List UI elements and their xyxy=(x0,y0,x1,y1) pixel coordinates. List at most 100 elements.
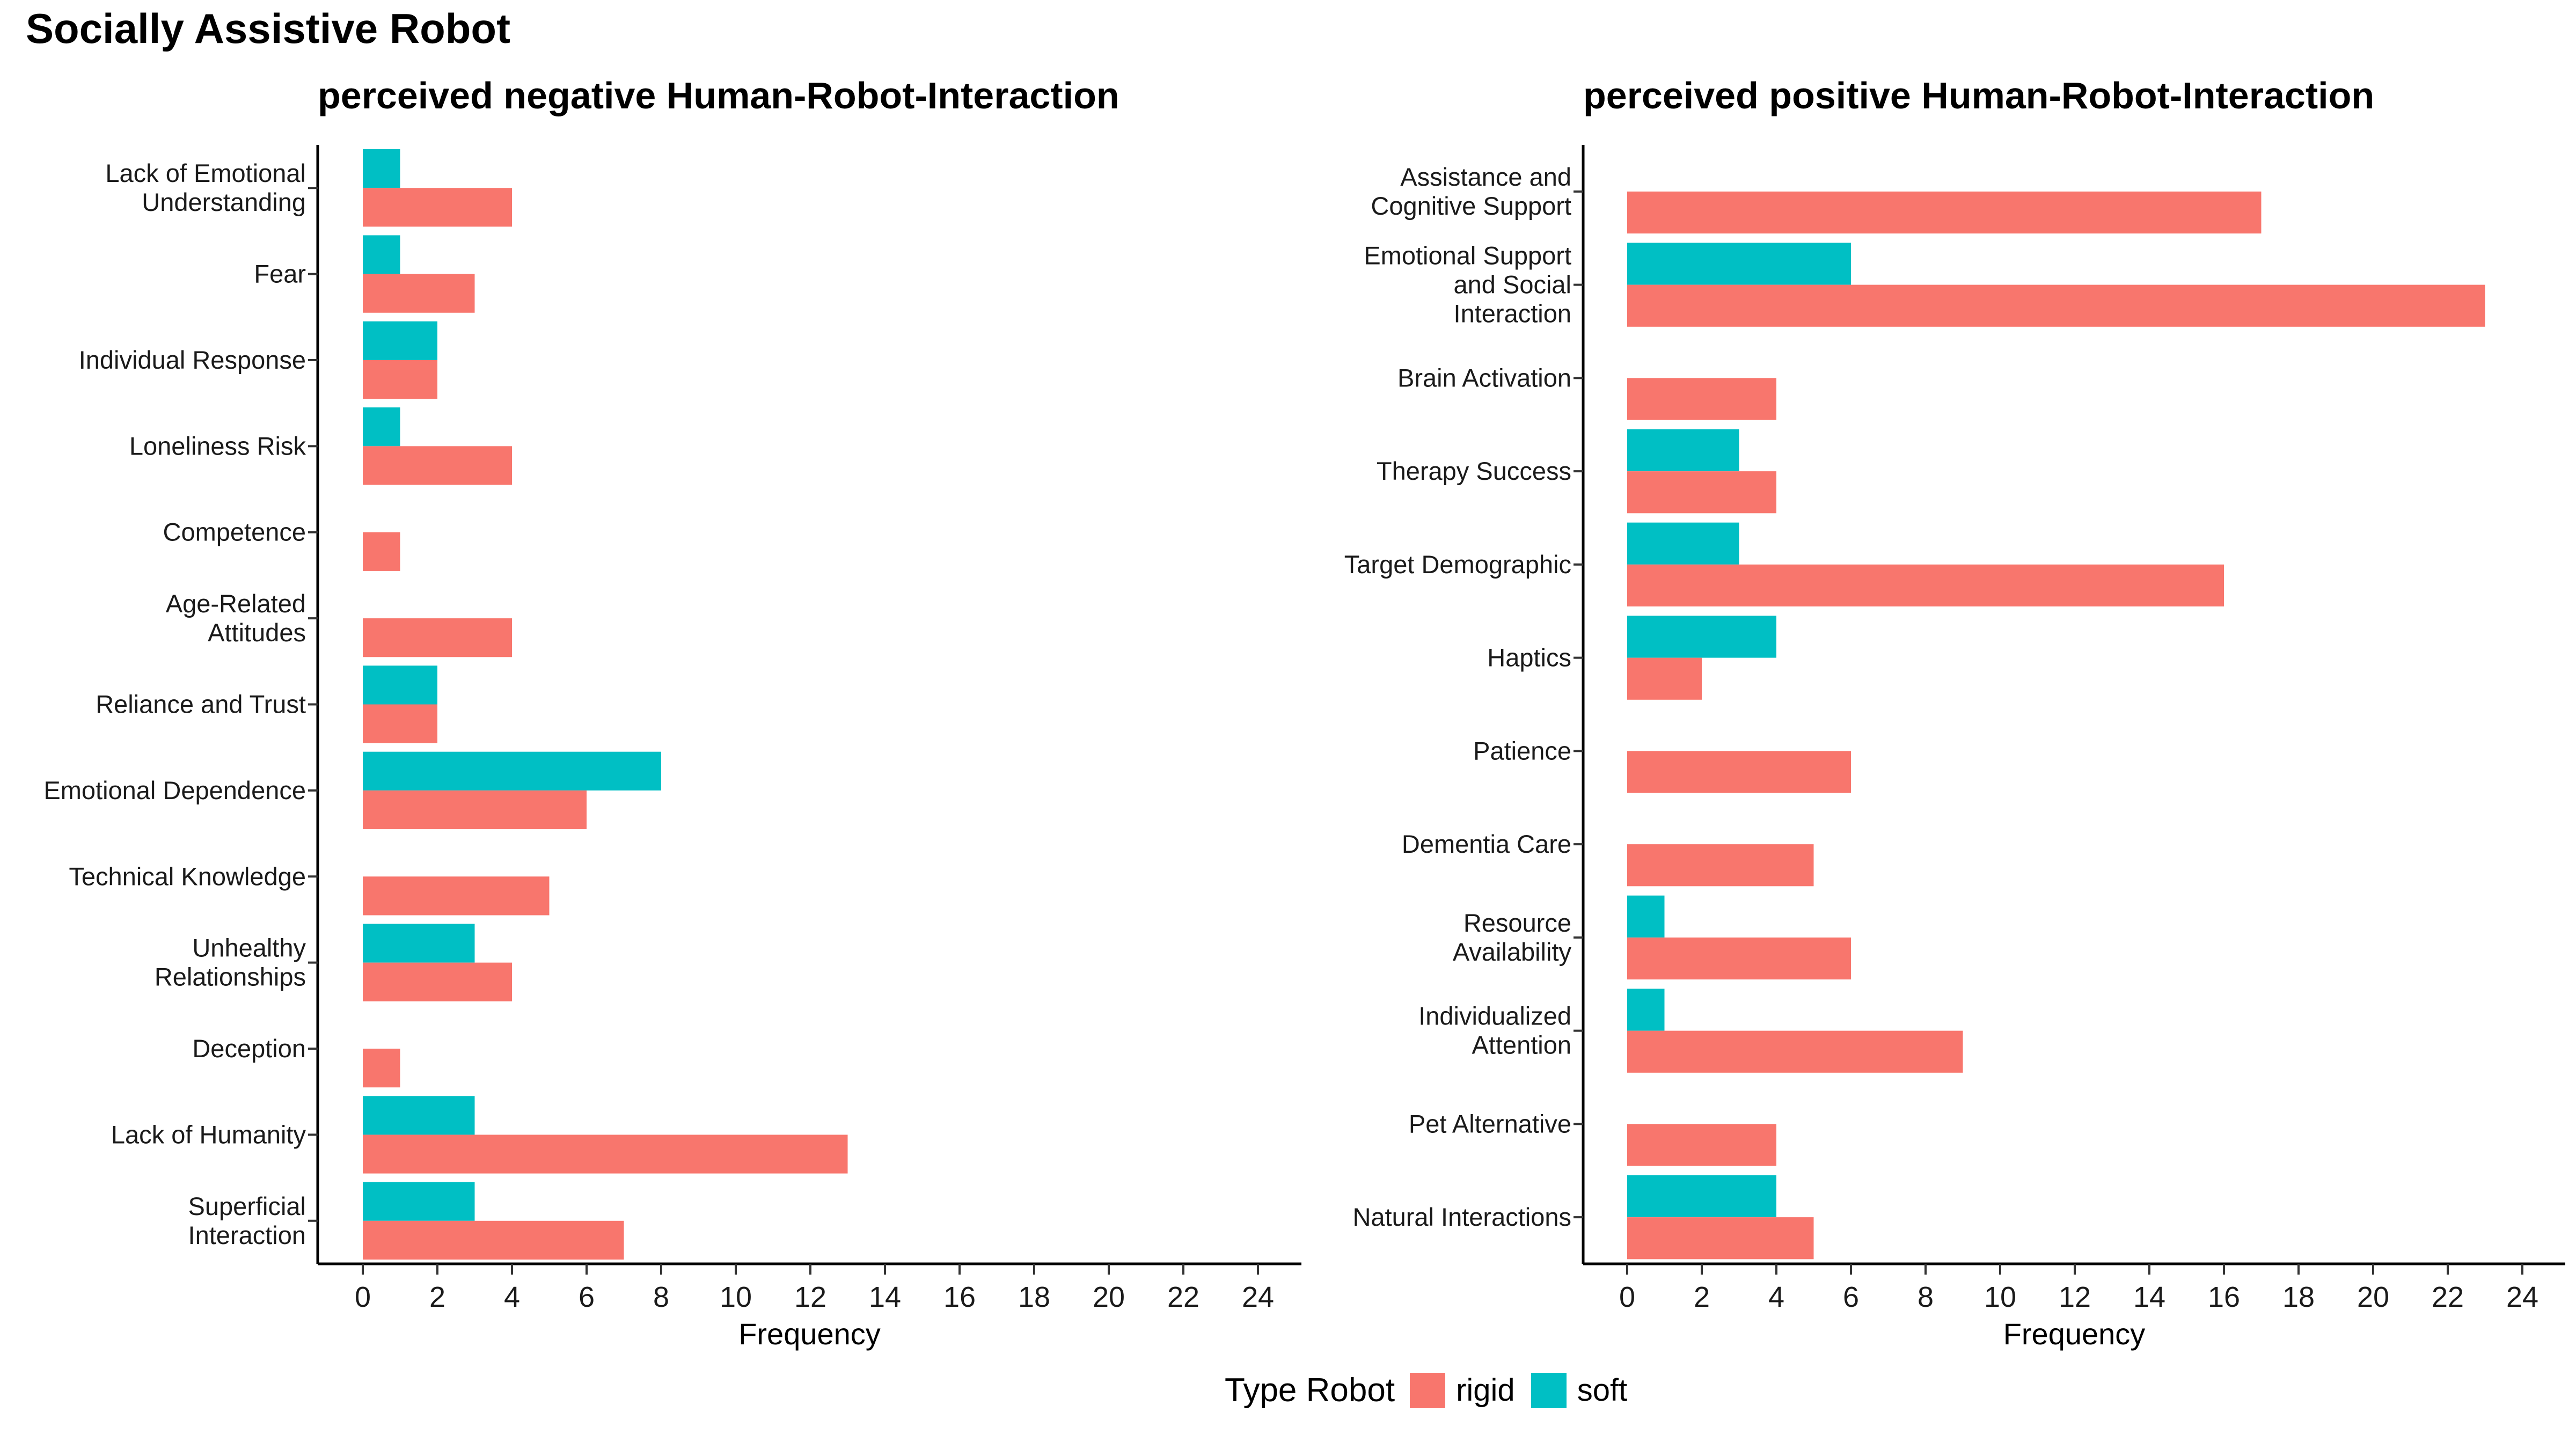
bar-rigid-assistance-and-cognitive-support xyxy=(1627,191,2262,234)
bar-rigid-competence xyxy=(363,532,400,571)
positive-hri-panel: perceived positive Human-Robot-Interacti… xyxy=(1344,75,2565,1351)
bar-soft-emotional-support-and-social-interaction xyxy=(1627,243,1851,285)
x-tick-label: 4 xyxy=(1768,1281,1784,1313)
legend-title: Type Robot xyxy=(1225,1372,1395,1409)
bar-rigid-emotional-dependence xyxy=(363,790,587,830)
x-tick-label: 24 xyxy=(2506,1281,2538,1313)
x-tick-label: 16 xyxy=(2208,1281,2240,1313)
bar-soft-therapy-success xyxy=(1627,429,1739,472)
legend-label-rigid: rigid xyxy=(1456,1373,1515,1408)
bar-soft-lack-of-humanity xyxy=(363,1096,475,1135)
negative-hri-panel: perceived negative Human-Robot-Interacti… xyxy=(43,75,1301,1351)
bar-rigid-reliance-and-trust xyxy=(363,704,437,743)
bar-rigid-lack-of-emotional-understanding xyxy=(363,188,512,227)
bar-rigid-natural-interactions xyxy=(1627,1217,1814,1260)
bar-soft-emotional-dependence xyxy=(363,751,661,791)
bar-rigid-superficial-interaction xyxy=(363,1220,624,1260)
bar-soft-superficial-interaction xyxy=(363,1182,475,1221)
x-tick-label: 0 xyxy=(355,1281,371,1313)
category-label-haptics: Haptics xyxy=(1487,643,1571,672)
category-label-patience: Patience xyxy=(1473,736,1571,765)
bar-rigid-individual-response xyxy=(363,360,437,399)
bar-rigid-unhealthy-relationships xyxy=(363,962,512,1001)
bar-rigid-individualized-attention xyxy=(1627,1030,1963,1073)
bar-soft-individualized-attention xyxy=(1627,989,1665,1031)
category-label-pet-alternative: Pet Alternative xyxy=(1409,1109,1571,1138)
bar-soft-loneliness-risk xyxy=(363,407,400,447)
category-label-therapy-success: Therapy Success xyxy=(1377,457,1571,485)
panel-title: perceived positive Human-Robot-Interacti… xyxy=(1583,75,2374,116)
bar-rigid-target-demographic xyxy=(1627,564,2224,607)
x-tick-label: 8 xyxy=(1918,1281,1934,1313)
bar-rigid-brain-activation xyxy=(1627,378,1776,420)
category-label-unhealthy-relationships: Unhealthy Relationships xyxy=(155,934,306,991)
x-axis-label: Frequency xyxy=(738,1317,881,1351)
bar-rigid-patience xyxy=(1627,751,1851,793)
x-tick-label: 0 xyxy=(1619,1281,1635,1313)
x-tick-label: 16 xyxy=(943,1281,976,1313)
x-tick-label: 14 xyxy=(2133,1281,2165,1313)
x-tick-label: 8 xyxy=(653,1281,669,1313)
legend-label-soft: soft xyxy=(1577,1373,1628,1408)
category-label-superficial-interaction: Superficial Interaction xyxy=(188,1192,306,1249)
x-axis-label: Frequency xyxy=(2003,1317,2146,1351)
bar-soft-haptics xyxy=(1627,616,1776,658)
bar-rigid-loneliness-risk xyxy=(363,446,512,485)
x-tick-label: 6 xyxy=(1843,1281,1859,1313)
category-label-individual-response: Individual Response xyxy=(79,346,306,374)
category-label-dementia-care: Dementia Care xyxy=(1402,830,1571,858)
bar-rigid-resource-availability xyxy=(1627,937,1851,980)
bar-rigid-therapy-success xyxy=(1627,471,1776,514)
x-tick-label: 12 xyxy=(794,1281,826,1313)
legend: Type Robot rigid soft xyxy=(1225,1371,1643,1409)
category-label-emotional-dependence: Emotional Dependence xyxy=(43,776,306,804)
category-label-individualized-attention: Individualized Attention xyxy=(1418,1002,1571,1059)
bar-soft-natural-interactions xyxy=(1627,1175,1776,1218)
category-label-brain-activation: Brain Activation xyxy=(1397,363,1571,392)
x-tick-label: 14 xyxy=(869,1281,901,1313)
bar-rigid-fear xyxy=(363,274,475,313)
bar-soft-resource-availability xyxy=(1627,895,1665,938)
category-label-assistance-and-cognitive-support: Assistance and Cognitive Support xyxy=(1371,163,1571,220)
category-label-loneliness-risk: Loneliness Risk xyxy=(129,431,306,460)
x-tick-label: 20 xyxy=(1093,1281,1125,1313)
x-tick-label: 20 xyxy=(2357,1281,2389,1313)
panel-title: perceived negative Human-Robot-Interacti… xyxy=(318,75,1119,116)
bar-soft-target-demographic xyxy=(1627,522,1739,565)
x-tick-label: 2 xyxy=(1694,1281,1710,1313)
x-tick-label: 12 xyxy=(2059,1281,2091,1313)
x-tick-label: 22 xyxy=(2432,1281,2464,1313)
category-label-target-demographic: Target Demographic xyxy=(1344,550,1571,579)
figure-title: Socially Assistive Robot xyxy=(26,5,511,52)
bar-rigid-age-related-attitudes xyxy=(363,618,512,657)
bar-soft-reliance-and-trust xyxy=(363,665,437,705)
x-tick-label: 18 xyxy=(1018,1281,1050,1313)
bar-rigid-emotional-support-and-social-interaction xyxy=(1627,284,2485,327)
x-tick-label: 4 xyxy=(504,1281,520,1313)
bar-rigid-pet-alternative xyxy=(1627,1124,1776,1166)
x-tick-label: 10 xyxy=(720,1281,752,1313)
category-label-technical-knowledge: Technical Knowledge xyxy=(69,862,306,890)
bar-rigid-technical-knowledge xyxy=(363,876,550,916)
x-tick-label: 2 xyxy=(429,1281,445,1313)
bar-soft-unhealthy-relationships xyxy=(363,924,475,963)
x-tick-label: 10 xyxy=(1984,1281,2016,1313)
category-label-age-related-attitudes: Age-Related Attitudes xyxy=(166,589,306,647)
x-tick-label: 6 xyxy=(579,1281,595,1313)
bar-soft-individual-response xyxy=(363,321,437,360)
category-label-competence: Competence xyxy=(163,518,306,546)
legend-key-rigid xyxy=(1410,1372,1446,1408)
x-tick-label: 18 xyxy=(2282,1281,2315,1313)
category-label-emotional-support-and-social-interaction: Emotional Support and Social Interaction xyxy=(1364,241,1571,328)
category-label-natural-interactions: Natural Interactions xyxy=(1352,1203,1571,1231)
bar-soft-fear xyxy=(363,235,400,274)
category-label-reliance-and-trust: Reliance and Trust xyxy=(96,690,306,719)
bar-rigid-lack-of-humanity xyxy=(363,1135,848,1174)
category-label-fear: Fear xyxy=(254,260,306,288)
category-label-lack-of-emotional-understanding: Lack of Emotional Understanding xyxy=(105,159,306,216)
x-tick-label: 22 xyxy=(1167,1281,1199,1313)
bar-rigid-haptics xyxy=(1627,657,1702,700)
legend-key-soft xyxy=(1531,1372,1567,1408)
bar-soft-lack-of-emotional-understanding xyxy=(363,149,400,188)
